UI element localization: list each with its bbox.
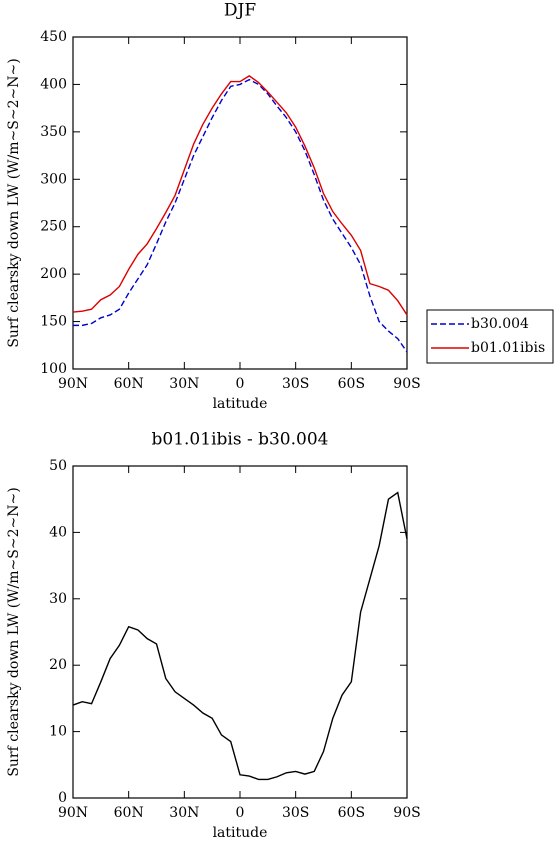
y-tick-label: 40 — [49, 524, 67, 540]
y-tick-label: 400 — [40, 76, 67, 92]
x-tick-label: 60S — [338, 376, 365, 392]
y-tick-label: 250 — [40, 219, 67, 235]
y-axis-label: Surf clearsky down LW (W/m~S~2~N~) — [6, 487, 22, 776]
x-axis-label: latitude — [213, 825, 268, 841]
y-tick-label: 50 — [49, 458, 67, 474]
x-tick-label: 90N — [58, 805, 88, 821]
x-axis-label: latitude — [213, 396, 268, 412]
legend-label: b01.01ibis — [471, 340, 545, 356]
y-tick-label: 10 — [49, 724, 67, 740]
y-tick-label: 30 — [49, 591, 67, 607]
y-tick-label: 300 — [40, 171, 67, 187]
x-tick-label: 30S — [282, 805, 309, 821]
y-tick-label: 150 — [40, 314, 67, 330]
x-tick-label: 30N — [169, 805, 199, 821]
x-tick-label: 0 — [236, 805, 245, 821]
plot-frame — [72, 465, 408, 799]
y-tick-label: 0 — [58, 790, 67, 806]
y-tick-label: 20 — [49, 657, 67, 673]
data-line — [73, 78, 408, 353]
x-tick-label: 90S — [393, 805, 420, 821]
y-tick-label: 200 — [40, 266, 67, 282]
y-tick-label: 450 — [40, 29, 67, 45]
plot-frame — [72, 36, 408, 370]
data-line — [72, 75, 408, 316]
legend-label: b30.004 — [471, 316, 529, 332]
x-tick-label: 60N — [114, 805, 144, 821]
data-line — [72, 491, 408, 781]
x-tick-label: 90S — [393, 376, 420, 392]
chart-title: b01.01ibis - b30.004 — [152, 430, 329, 450]
x-tick-label: 90N — [58, 376, 88, 392]
y-axis-label: Surf clearsky down LW (W/m~S~2~N~) — [6, 58, 22, 347]
legend-box — [426, 309, 554, 364]
chart-title: DJF — [224, 1, 256, 21]
x-tick-label: 60S — [338, 805, 365, 821]
x-tick-label: 30S — [282, 376, 309, 392]
y-tick-label: 100 — [40, 361, 67, 377]
x-tick-label: 60N — [114, 376, 144, 392]
y-tick-label: 350 — [40, 124, 67, 140]
x-tick-label: 30N — [169, 376, 199, 392]
x-tick-label: 0 — [236, 376, 245, 392]
